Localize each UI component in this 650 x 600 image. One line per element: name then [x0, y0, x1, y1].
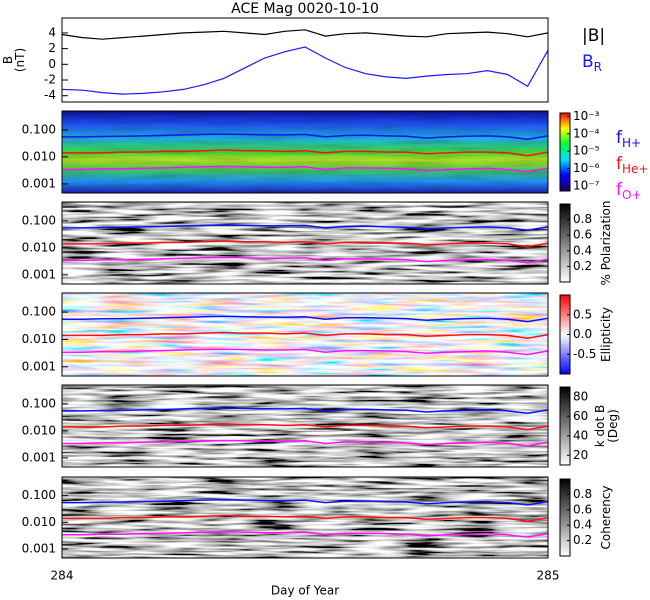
- x-tick-label: 284: [51, 569, 74, 583]
- frequency-line: [62, 439, 549, 447]
- y-axis-label-line: (nT): [13, 48, 27, 72]
- y-tick-label: 0.010: [22, 332, 56, 346]
- plot-frame: [61, 476, 549, 559]
- colorbar-label: k dot B(Deg): [593, 405, 620, 447]
- colorbar-tick-label: 60: [573, 409, 588, 423]
- colorbar: [559, 203, 571, 283]
- y-tick-label: 0.001: [22, 176, 56, 190]
- y-tick-label: 0.010: [22, 515, 56, 529]
- colorbar-tick-label: 0.5: [573, 307, 592, 321]
- colorbar-tick-label: 10⁻⁶: [573, 161, 600, 175]
- chart-title: ACE Mag 0020-10-10: [231, 1, 379, 17]
- y-tick-label: 4: [48, 25, 56, 39]
- y-tick-label: 0.010: [22, 240, 56, 254]
- y-tick-label: 0.100: [22, 122, 56, 136]
- y-tick-label: 0.100: [22, 488, 56, 502]
- colorbar-label-line: Coherency: [599, 485, 613, 549]
- y-tick-label: 0.001: [22, 542, 56, 556]
- colorbar-tick-label: 0.6: [573, 228, 592, 242]
- colorbar: [559, 112, 571, 192]
- plot-frame: [61, 201, 549, 285]
- colorbar-label: Coherency: [599, 485, 613, 549]
- field-line: [61, 29, 549, 40]
- frequency-line: [62, 499, 549, 506]
- y-tick-label: 0.100: [22, 305, 56, 319]
- legend-label: fO+: [616, 180, 642, 202]
- legend-label: fH+: [616, 128, 641, 150]
- colorbar-label-line: (Deg): [606, 409, 620, 443]
- y-tick-label: 0.001: [22, 267, 56, 281]
- frequency-line: [62, 423, 549, 431]
- y-axis-label: B(nT): [1, 48, 27, 72]
- y-tick-label: 0.001: [22, 359, 56, 373]
- colorbar-tick-label: 0.0: [573, 327, 592, 341]
- plot-frame: [61, 110, 549, 194]
- y-tick-label: 0.100: [22, 396, 56, 410]
- frequency-line: [62, 224, 549, 231]
- y-tick-label: 0.010: [22, 149, 56, 163]
- frequency-line: [62, 315, 549, 323]
- colorbar-tick-label: 0.6: [573, 502, 592, 516]
- colorbar-label-line: Ellipticity: [599, 307, 613, 362]
- colorbar-label: Ellipticity: [599, 307, 613, 362]
- colorbar-tick-label: 0.2: [573, 533, 592, 547]
- colorbar-tick-label: 10⁻⁴: [573, 126, 600, 140]
- colorbar-tick-label: 80: [573, 389, 588, 403]
- y-tick-label: 0.100: [22, 213, 56, 227]
- colorbar-tick-label: 20: [573, 448, 588, 462]
- frequency-line: [62, 256, 549, 264]
- colorbar-tick-label: 10⁻⁷: [573, 178, 600, 192]
- y-tick-label: 0.001: [22, 450, 56, 464]
- frequency-line: [62, 348, 549, 356]
- frequency-line: [62, 149, 549, 157]
- frequency-line: [62, 407, 549, 414]
- colorbar-tick-label: -0.5: [573, 347, 596, 361]
- colorbar-tick-label: 10⁻³: [573, 109, 600, 123]
- colorbar-label-line: % Polarization: [599, 201, 613, 286]
- field-line: [61, 46, 549, 95]
- legend-label: |B|: [582, 26, 605, 46]
- colorbar-tick-label: 0.4: [573, 243, 592, 257]
- frequency-line: [62, 240, 549, 248]
- plot-frame: [61, 17, 549, 103]
- y-tick-label: 0.010: [22, 423, 56, 437]
- colorbar-tick-label: 0.4: [573, 518, 592, 532]
- plot-frame: [61, 384, 549, 468]
- x-axis-label: Day of Year: [271, 584, 339, 598]
- colorbar-tick-label: 0.2: [573, 259, 592, 273]
- colorbar-tick-label: 40: [573, 428, 588, 442]
- colorbar-label: % Polarization: [599, 201, 613, 286]
- frequency-line: [62, 331, 549, 340]
- colorbar: [559, 478, 571, 557]
- y-tick-label: -2: [44, 73, 56, 87]
- legend-label: BR: [582, 52, 602, 74]
- frequency-line: [62, 165, 549, 173]
- colorbar-label-line: k dot B: [593, 405, 607, 447]
- x-tick-label: 285: [537, 569, 560, 583]
- y-tick-label: 2: [48, 41, 56, 55]
- y-tick-label: 0: [48, 57, 56, 71]
- colorbar: [559, 386, 571, 466]
- colorbar-tick-label: 10⁻⁵: [573, 144, 600, 158]
- colorbar-tick-label: 0.8: [573, 487, 592, 501]
- frequency-line: [62, 133, 549, 140]
- frequency-line: [62, 531, 549, 538]
- y-axis-label-line: B: [1, 56, 15, 64]
- plot-frame: [61, 292, 549, 377]
- frequency-line: [62, 514, 549, 522]
- colorbar-tick-label: 0.8: [573, 212, 592, 226]
- legend-label: fHe+: [616, 154, 648, 176]
- y-tick-label: -4: [44, 88, 56, 102]
